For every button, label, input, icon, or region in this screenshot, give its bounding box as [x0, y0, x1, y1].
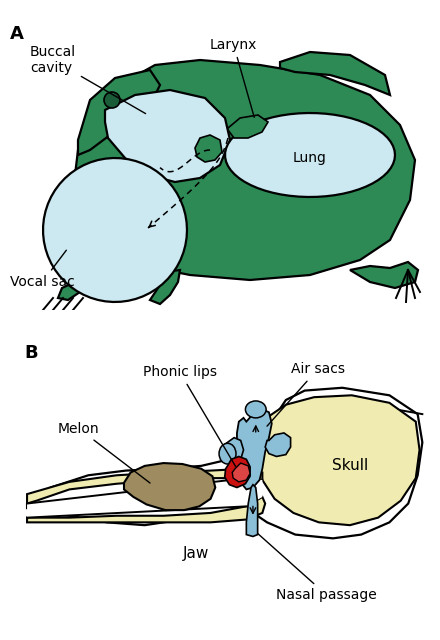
Polygon shape: [265, 433, 290, 456]
Polygon shape: [27, 388, 422, 538]
Polygon shape: [150, 270, 180, 304]
Text: A: A: [10, 25, 24, 43]
Polygon shape: [222, 438, 243, 463]
Ellipse shape: [219, 444, 236, 464]
Text: Phonic lips: Phonic lips: [143, 365, 235, 467]
Text: Buccal
cavity: Buccal cavity: [30, 45, 146, 114]
Polygon shape: [225, 456, 250, 488]
Polygon shape: [246, 484, 258, 536]
Polygon shape: [58, 265, 118, 300]
Polygon shape: [124, 463, 215, 510]
Polygon shape: [228, 115, 268, 138]
Text: Jaw: Jaw: [183, 546, 209, 561]
Text: Air sacs: Air sacs: [267, 362, 345, 426]
Circle shape: [104, 92, 120, 108]
Polygon shape: [43, 158, 187, 302]
Polygon shape: [75, 60, 415, 280]
Polygon shape: [27, 497, 265, 522]
Polygon shape: [237, 410, 272, 490]
Text: Lung: Lung: [293, 151, 327, 165]
Polygon shape: [195, 135, 222, 162]
Polygon shape: [280, 52, 390, 95]
Polygon shape: [27, 478, 262, 518]
Polygon shape: [225, 113, 395, 197]
Text: B: B: [24, 344, 38, 362]
Polygon shape: [350, 262, 418, 288]
Ellipse shape: [246, 401, 266, 418]
Polygon shape: [27, 468, 262, 504]
Text: Vocal sac: Vocal sac: [10, 250, 75, 289]
Polygon shape: [232, 463, 250, 482]
Polygon shape: [258, 396, 419, 525]
Text: Melon: Melon: [58, 422, 150, 483]
Text: Larynx: Larynx: [210, 38, 257, 117]
Polygon shape: [105, 90, 230, 182]
Polygon shape: [78, 70, 160, 155]
Text: Nasal passage: Nasal passage: [258, 534, 377, 602]
Text: Skull: Skull: [332, 458, 368, 474]
